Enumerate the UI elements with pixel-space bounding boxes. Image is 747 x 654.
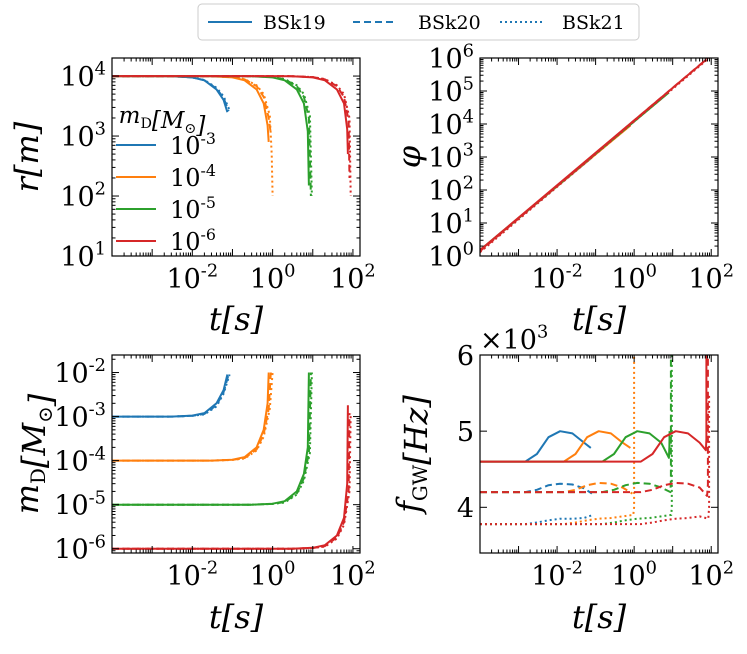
y-tick-label-mD-3: 10-3 xyxy=(54,399,106,433)
series-line-fGW-8 xyxy=(480,355,673,526)
series-line-fGW-9 xyxy=(480,355,708,463)
series-group-mD xyxy=(112,372,352,550)
series-group-fGW xyxy=(480,355,711,526)
x-axis-label-mD: t[s] xyxy=(209,598,264,636)
y-tick-label-fGW-2: 6 xyxy=(457,341,474,372)
y-axis-label-mD: mD[M⊙] xyxy=(8,393,60,514)
series-line-mD-8 xyxy=(112,372,313,506)
x-axis-label-phi: t[s] xyxy=(572,300,627,338)
y-tick-label-fGW-0: 4 xyxy=(457,493,474,524)
series-line-fGW-0 xyxy=(480,430,592,463)
y-offset-label-fGW: ×103 xyxy=(480,322,548,356)
y-tick-label-phi-4: 104 xyxy=(428,107,474,141)
series-line-mD-4 xyxy=(112,372,272,462)
series-line-fGW-10 xyxy=(480,355,709,497)
series-line-mD-10 xyxy=(112,413,351,550)
series-line-mD-2 xyxy=(112,374,231,418)
series-line-mD-5 xyxy=(112,372,274,462)
chart-fGW: 10-2 100 102 4 5 6 t[s] fGW[Hz] ×103 xyxy=(390,322,734,636)
x-tick-label-r-0: 10-2 xyxy=(166,261,218,295)
mass-legend-label-0: 10-3 xyxy=(170,129,216,160)
x-tick-label-r-1: 100 xyxy=(250,261,296,295)
series-line-fGW-7 xyxy=(480,355,672,494)
x-axis-label-r: t[s] xyxy=(209,300,264,338)
y-tick-label-mD-0: 10-6 xyxy=(54,531,106,565)
chart-mD: 10-2 100 102 10-6 10-5 10-4 10-3 10-2 t[s] mD[M⊙] xyxy=(8,354,376,636)
plot-frame-fGW xyxy=(479,354,719,554)
y-axis-label-fGW: fGW[Hz] xyxy=(390,395,435,515)
x-tick-label-fGW-2: 102 xyxy=(688,558,734,592)
eos-legend-frame xyxy=(197,3,640,41)
mass-legend-label-1: 10-4 xyxy=(170,161,216,192)
series-line-r-10 xyxy=(112,75,351,179)
chart-r: 10-2 100 102 101 102 103 104 t[s] r[m] mD[M⊙]10-3… xyxy=(8,57,376,338)
y-tick-label-phi-6: 106 xyxy=(428,41,474,75)
x-tick-label-mD-0: 10-2 xyxy=(166,558,218,592)
x-tick-label-phi-0: 10-2 xyxy=(531,261,583,295)
series-line-fGW-3 xyxy=(480,430,631,463)
eos-legend-label-0: BSk19 xyxy=(263,12,326,34)
series-line-r-11 xyxy=(112,75,352,197)
mass-legend: mD[M⊙]10-310-410-510-6 xyxy=(116,103,216,256)
x-tick-label-mD-1: 100 xyxy=(250,558,296,592)
x-tick-label-fGW-1: 100 xyxy=(611,558,657,592)
y-axis-label-r: r[m] xyxy=(8,121,46,192)
mass-legend-label-2: 10-5 xyxy=(170,193,216,224)
series-line-mD-6 xyxy=(112,372,310,506)
y-tick-label-r-0: 101 xyxy=(60,239,106,273)
series-line-mD-7 xyxy=(112,372,312,506)
y-tick-label-r-2: 103 xyxy=(60,119,106,153)
plot-frame-r xyxy=(111,57,361,257)
mass-legend-label-3: 10-6 xyxy=(170,225,216,256)
series-line-fGW-5 xyxy=(480,355,636,526)
series-line-phi-5 xyxy=(480,58,710,253)
series-line-mD-1 xyxy=(112,374,230,418)
eos-legend-label-2: BSk21 xyxy=(562,12,625,34)
plot-frame-phi xyxy=(479,57,719,257)
eos-legend: BSk19 BSk20 BSk21 xyxy=(197,3,640,41)
x-tick-label-mD-2: 102 xyxy=(330,558,376,592)
y-tick-label-phi-1: 101 xyxy=(428,206,474,240)
y-tick-label-fGW-1: 5 xyxy=(457,417,474,448)
series-group-r xyxy=(112,75,352,197)
series-line-r-2 xyxy=(112,75,231,111)
y-tick-label-mD-1: 10-5 xyxy=(54,487,106,521)
x-tick-label-phi-1: 100 xyxy=(611,261,657,295)
y-axis-label-phi: φ xyxy=(390,145,428,168)
x-tick-label-phi-2: 102 xyxy=(688,261,734,295)
y-tick-label-phi-2: 102 xyxy=(428,173,474,207)
series-line-fGW-4 xyxy=(480,481,633,495)
x-tick-label-r-2: 102 xyxy=(330,261,376,295)
series-group-phi xyxy=(480,58,710,253)
series-line-mD-9 xyxy=(112,405,349,550)
y-tick-label-phi-5: 105 xyxy=(428,74,474,108)
y-tick-label-mD-2: 10-4 xyxy=(54,443,106,477)
mass-legend-title: mD[M⊙] xyxy=(119,103,206,139)
eos-legend-label-1: BSk20 xyxy=(418,12,481,34)
y-tick-label-phi-0: 100 xyxy=(428,239,474,273)
x-axis-label-fGW: t[s] xyxy=(572,598,627,636)
plot-frame-mD xyxy=(111,354,361,554)
y-tick-label-r-3: 104 xyxy=(60,59,106,93)
series-line-fGW-11 xyxy=(480,393,711,526)
series-line-mD-11 xyxy=(112,413,352,550)
y-tick-label-r-1: 102 xyxy=(60,179,106,213)
series-line-r-4 xyxy=(112,75,272,134)
x-tick-label-fGW-0: 10-2 xyxy=(531,558,583,592)
series-line-fGW-6 xyxy=(480,430,671,463)
y-tick-label-mD-4: 10-2 xyxy=(54,355,106,389)
y-tick-label-phi-3: 103 xyxy=(428,140,474,174)
